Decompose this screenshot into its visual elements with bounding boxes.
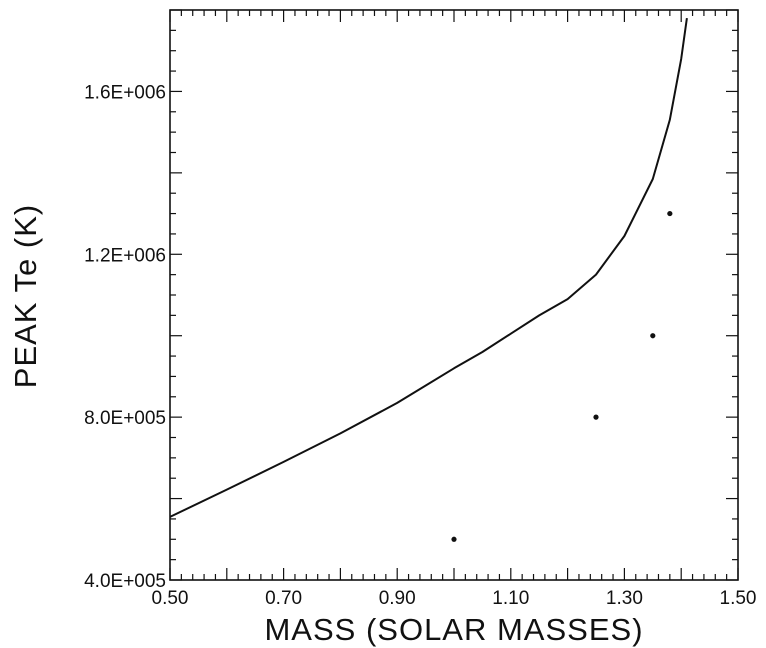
y-axis-ticks xyxy=(170,9,738,581)
x-tick-label: 0.90 xyxy=(379,588,416,609)
x-axis-tick-labels: 0.50 0.70 0.90 1.10 1.30 1.50 xyxy=(152,588,757,609)
x-tick-label: 0.50 xyxy=(152,588,189,609)
model-curve xyxy=(169,17,688,518)
y-tick-label: 1.2E+006 xyxy=(84,245,166,266)
x-axis-title: MASS (SOLAR MASSES) xyxy=(264,612,643,647)
x-axis-ticks xyxy=(169,10,739,580)
x-tick-label: 0.70 xyxy=(265,588,302,609)
y-axis-tick-labels: 4.0E+005 8.0E+005 1.2E+006 1.6E+006 xyxy=(84,82,166,592)
x-tick-label: 1.30 xyxy=(606,588,643,609)
x-tick-label: 1.10 xyxy=(492,588,529,609)
series-layer xyxy=(169,17,688,542)
data-point xyxy=(593,414,599,420)
plot-frame xyxy=(169,9,739,581)
y-tick-label: 4.0E+005 xyxy=(84,571,166,592)
y-tick-label: 1.6E+006 xyxy=(84,82,166,103)
data-point xyxy=(667,210,673,217)
x-tick-label: 1.50 xyxy=(720,588,757,609)
data-point xyxy=(451,536,457,542)
data-point xyxy=(650,333,656,339)
y-axis-title: PEAK Te (K) xyxy=(8,204,43,388)
y-tick-label: 8.0E+005 xyxy=(84,408,166,429)
